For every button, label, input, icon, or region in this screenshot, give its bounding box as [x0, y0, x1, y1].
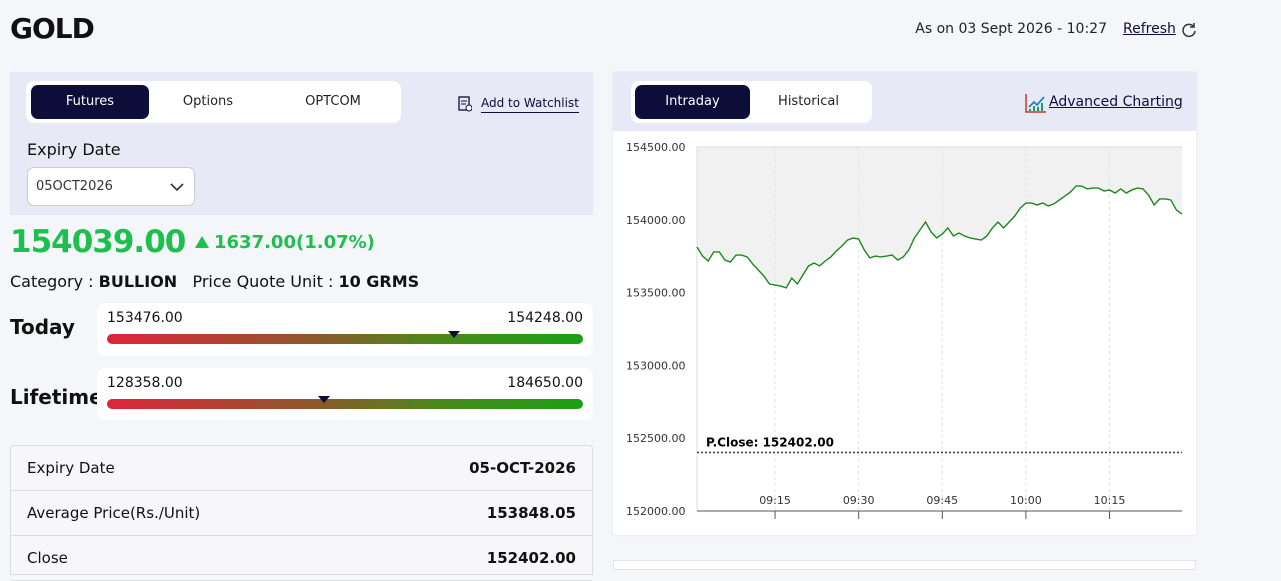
y-tick-label: 154500.00: [626, 141, 686, 154]
unit-label: Price Quote Unit :: [192, 272, 334, 291]
row-value: 153848.05: [486, 504, 576, 522]
chart: 09:15 09:30 09:45 10:00 10:15 152000.00 152500…: [626, 141, 1183, 519]
category: BULLION: [98, 272, 178, 291]
range-label: Today: [10, 315, 75, 339]
expiry-select[interactable]: 05OCT2026: [27, 167, 195, 206]
x-tick-label: 09:45: [926, 494, 958, 507]
row-label: Close: [27, 549, 68, 567]
range-marker: [318, 396, 331, 403]
x-tick-label: 09:15: [759, 494, 791, 507]
next-card: [613, 560, 1196, 570]
range-marker: [448, 331, 461, 338]
range-low: 153476.00: [107, 310, 183, 326]
y-tick-label: 153000.00: [626, 359, 686, 372]
row-label: Average Price(Rs./Unit): [27, 504, 201, 522]
range-bar: [107, 334, 583, 344]
title: GOLD: [10, 12, 95, 45]
chart-header: Intraday Historical Advanced Charting: [613, 72, 1196, 131]
change: 1637.00(1.07%): [214, 232, 375, 253]
refresh-icon[interactable]: [1181, 22, 1197, 38]
row-value: 05-OCT-2026: [469, 459, 576, 477]
tab[interactable]: Options: [182, 94, 234, 109]
x-tick-label: 09:30: [843, 494, 875, 507]
range-high: 184650.00: [507, 375, 583, 391]
tab[interactable]: Historical: [778, 94, 839, 109]
y-tick-label: 152500.00: [626, 432, 686, 445]
add-to-watchlist[interactable]: Add to Watchlist: [481, 96, 579, 113]
advanced-charting[interactable]: Advanced Charting: [1049, 94, 1183, 110]
tab[interactable]: OPTCOM: [305, 94, 361, 109]
row-value: 152402.00: [486, 549, 576, 567]
futures-panel: Futures Options OPTCOM Add to Watchlist …: [10, 72, 593, 215]
as-on: As on 03 Sept 2026 - 10:27: [915, 21, 1107, 37]
range-card: 128358.00 184650.00: [97, 368, 593, 420]
category-label: Category :: [10, 272, 94, 291]
chart-icon[interactable]: [1025, 93, 1047, 113]
watchlist-icon[interactable]: [458, 96, 472, 112]
tab-group: Futures Options OPTCOM: [26, 81, 401, 123]
page: GOLD As on 03 Sept 2026 - 10:27 Refresh …: [10, 12, 1197, 581]
chevron: [170, 183, 184, 192]
range-high: 154248.00: [507, 310, 583, 326]
price: 154039.00: [10, 224, 186, 260]
info-table: Expiry Date 05-OCT-2026 Average Price(Rs./…: [10, 445, 593, 581]
table-row: Average Price(Rs./Unit) 153848.05: [11, 491, 592, 536]
range-low: 128358.00: [107, 375, 183, 391]
price-line: [696, 185, 1183, 289]
x-tick-label: 10:15: [1094, 494, 1126, 507]
expiry-value: 05OCT2026: [36, 179, 113, 194]
tab-group: Intraday Historical: [631, 81, 872, 123]
chart-panel: Intraday Historical Advanced Charting 09…: [613, 72, 1196, 535]
y-tick-label: 154000.00: [626, 214, 686, 227]
y-tick-label: 153500.00: [626, 287, 686, 300]
x-tick-label: 10:00: [1010, 494, 1042, 507]
row-label: Expiry Date: [27, 459, 115, 477]
up-arrow: [195, 236, 209, 248]
y-tick-label: 152000.00: [626, 505, 686, 518]
expiry-label: Expiry Date: [27, 140, 121, 159]
table-row: Expiry Date 05-OCT-2026: [11, 446, 592, 491]
category-line: Category : BULLION Price Quote Unit : 10…: [10, 272, 419, 291]
pclose-label: P.Close: 152402.00: [706, 435, 834, 449]
area-above: [697, 147, 1182, 288]
refresh[interactable]: Refresh: [1123, 21, 1176, 37]
tab[interactable]: Intraday: [635, 85, 750, 119]
unit: 10 GRMS: [338, 272, 420, 291]
tab[interactable]: Futures: [31, 85, 149, 119]
range-bar: [107, 399, 583, 409]
table-row: Close 152402.00: [11, 536, 592, 581]
range-label: Lifetime: [10, 385, 103, 409]
range-card: 153476.00 154248.00: [97, 303, 593, 356]
